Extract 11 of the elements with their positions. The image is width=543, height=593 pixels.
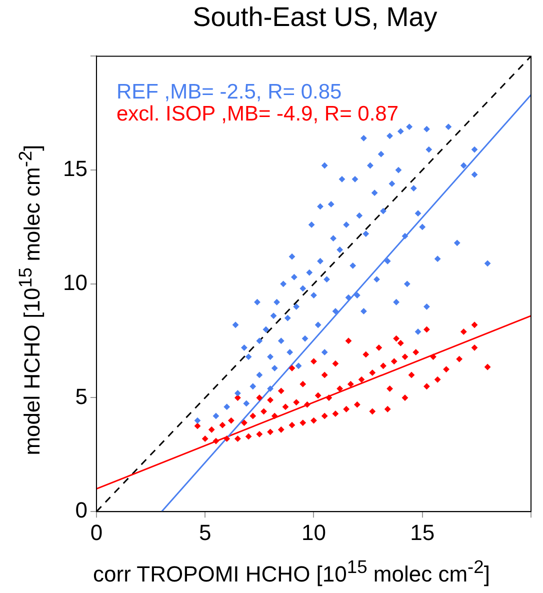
chart-title: South-East US, May bbox=[192, 2, 438, 33]
y-tick-label: 0 bbox=[75, 498, 88, 523]
series-label: REF ,MB= -2.5, R= 0.85 bbox=[116, 80, 342, 104]
y-tick-label: 10 bbox=[62, 270, 88, 295]
y-tick-label: 5 bbox=[75, 384, 88, 409]
x-tick-label: 5 bbox=[198, 520, 212, 545]
text: excl. ISOP ,MB= -4.9, R= 0.87 bbox=[116, 102, 399, 126]
x-tick-label: 15 bbox=[410, 520, 435, 545]
x-axis-title: corr TROPOMI HCHO [10$^{15}$ molec cm$^{-2}$] bbox=[92, 556, 491, 588]
y-tick-label: 15 bbox=[62, 156, 88, 182]
x-tick-label: 10 bbox=[301, 520, 326, 545]
